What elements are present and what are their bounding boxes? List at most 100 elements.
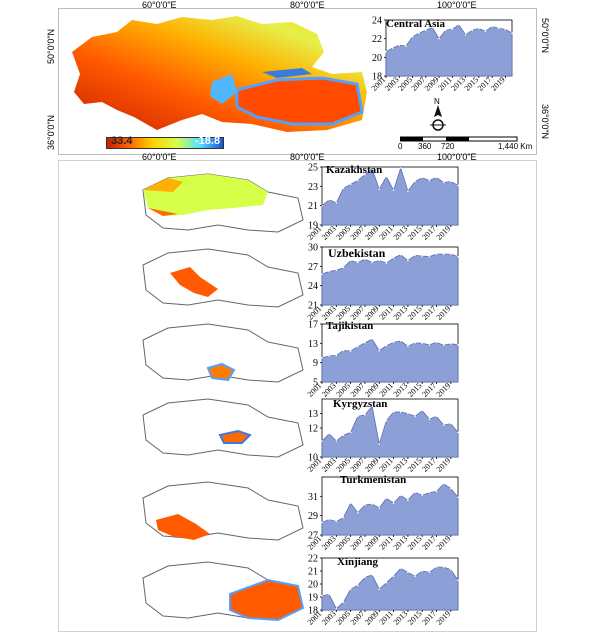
- uzbekistan-point: [414, 254, 416, 257]
- kyrgyzstan-shape: [218, 429, 252, 444]
- xinjiang-point: [414, 575, 416, 577]
- uzbekistan-ytick-label: 27: [308, 262, 318, 273]
- turkmenistan-point: [392, 502, 395, 504]
- central-asia-point: [471, 29, 474, 32]
- turkmenistan-point: [435, 490, 438, 493]
- kazakhstan-point: [407, 190, 409, 192]
- tajikistan-point: [428, 343, 431, 346]
- turkmenistan-point: [349, 502, 352, 504]
- kazakhstan-xtick-label: 2007: [349, 224, 367, 242]
- turkmenistan-xtick-label: 2007: [349, 534, 367, 552]
- north-label: N: [434, 97, 440, 106]
- legend-min-label: -18.8: [195, 135, 221, 147]
- kazakhstan-point: [392, 189, 395, 191]
- turkmenistan-xtick-label: 2017: [420, 534, 438, 552]
- central-asia-point: [438, 37, 440, 40]
- xinjiang-point: [399, 567, 402, 570]
- kyrgyzstan-xtick-label: 2003: [320, 456, 338, 474]
- xinjiang-xtick-label: 2017: [420, 609, 438, 627]
- kyrgyzstan-point: [450, 422, 452, 425]
- tajikistan-ytick-label: 5: [313, 378, 318, 389]
- turkmenistan-point: [457, 496, 459, 499]
- tajikistan-map: [142, 323, 304, 383]
- kyrgyzstan-point: [421, 409, 424, 412]
- central-asia-point: [411, 36, 414, 38]
- turkmenistan-ytick-label: 27: [308, 531, 318, 542]
- chart-uzbekistan: 2124273020012003200520072009201120132015…: [306, 243, 459, 322]
- lat-label-right-1: 50°0'0"N: [540, 18, 550, 54]
- kyrgyzstan-point: [335, 440, 338, 442]
- kyrgyzstan-point: [371, 405, 373, 408]
- uzbekistan-ytick-label: 21: [308, 301, 318, 312]
- turkmenistan-xtick-label: 2015: [406, 534, 424, 552]
- tajikistan-shape: [206, 362, 236, 382]
- uzbekistan-point: [435, 253, 438, 255]
- uzbekistan-ytick-label: 24: [308, 281, 318, 292]
- kyrgyzstan-point: [435, 415, 438, 418]
- uzbekistan-map: [142, 248, 304, 308]
- central-asia-point: [405, 45, 407, 47]
- tajikistan-point: [407, 345, 409, 348]
- central-asia-point: [451, 28, 454, 31]
- xinjiang-ytick-label: 20: [308, 580, 318, 591]
- central-asia-ytick-label: 18: [372, 72, 382, 83]
- central-asia-area: [385, 24, 513, 77]
- tajikistan-point: [399, 340, 402, 342]
- xinjiang-point: [450, 568, 452, 571]
- turkmenistan-ytick-label: 29: [308, 511, 318, 522]
- turkmenistan-xtick-label: 2009: [363, 534, 381, 552]
- uzbekistan-point: [335, 269, 338, 271]
- kazakhstan-point: [335, 201, 338, 204]
- uzbekistan-point: [457, 255, 459, 258]
- uzbekistan-point: [392, 257, 395, 259]
- kazakhstan-point: [442, 181, 445, 184]
- uzbekistan-point: [385, 262, 388, 264]
- central-asia-ytick-label: 24: [372, 16, 382, 27]
- turkmenistan-point: [421, 494, 424, 497]
- scale-label-720: 720: [441, 142, 455, 151]
- turkmenistan-xtick-label: 2013: [392, 534, 410, 552]
- tajikistan-point: [328, 355, 330, 357]
- chart-title-turkmenistan: Turkmenistan: [340, 474, 407, 486]
- turkmenistan-area: [321, 483, 459, 536]
- xinjiang-point: [457, 579, 459, 581]
- tajikistan-area: [321, 338, 459, 383]
- kazakhstan-point: [457, 184, 459, 187]
- uzbekistan-point: [421, 255, 424, 257]
- uzbekistan-point: [328, 270, 330, 273]
- lat-label-left-1: 50°0'0"N: [46, 28, 56, 64]
- chart-title-xinjiang: Xinjiang: [337, 556, 378, 568]
- kyrgyzstan-area: [321, 405, 459, 458]
- uzbekistan-point: [342, 266, 345, 269]
- lon-label-top-2: 80°0'0"E: [290, 0, 325, 10]
- xinjiang-xtick-label: 2003: [320, 609, 338, 627]
- xinjiang-xtick-label: 2005: [334, 609, 352, 627]
- kyrgyzstan-xtick-label: 2017: [420, 456, 438, 474]
- tajikistan-point: [435, 341, 438, 344]
- turkmenistan-point: [450, 487, 452, 490]
- central-asia-point: [385, 50, 387, 53]
- turkmenistan-point: [442, 482, 445, 485]
- kyrgyzstan-xtick-label: 2015: [406, 456, 424, 474]
- central-asia-ytick-label: 22: [372, 34, 382, 45]
- kyrgyzstan-point: [442, 424, 445, 426]
- chart-title-kazakhstan: Kazakhstan: [326, 164, 383, 176]
- legend-colorbar: 33.4 -18.8: [106, 135, 224, 149]
- xinjiang-ytick-label: 18: [308, 606, 318, 617]
- scale-bar: [400, 136, 518, 142]
- xinjiang-point: [385, 581, 388, 584]
- mountain-belt: [210, 74, 237, 104]
- kyrgyzstan-point: [399, 411, 402, 413]
- xinjiang-point: [421, 570, 424, 572]
- tajikistan-point: [392, 341, 395, 344]
- turkmenistan-point: [428, 491, 431, 494]
- kazakhstan-xtick-label: 2009: [363, 224, 381, 242]
- kazakhstan-ytick-label: 21: [308, 201, 318, 212]
- kazakhstan-point: [342, 187, 345, 190]
- xinjiang-area: [321, 566, 459, 611]
- kazakhstan-point: [378, 188, 381, 191]
- kazakhstan-point: [328, 199, 330, 201]
- central-asia-point: [497, 27, 500, 30]
- tajikistan-point: [442, 344, 445, 347]
- xinjiang-point: [328, 593, 330, 596]
